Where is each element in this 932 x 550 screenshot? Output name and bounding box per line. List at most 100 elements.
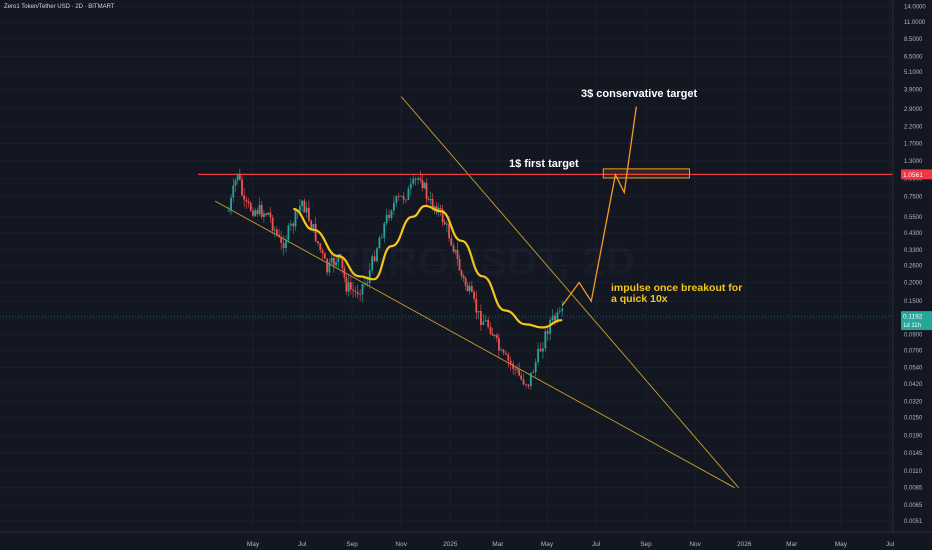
candle-body xyxy=(356,291,359,295)
resistance-price-label-bg xyxy=(901,169,932,180)
candle-body xyxy=(265,213,268,215)
candle-body xyxy=(241,179,243,196)
candle-body xyxy=(551,315,554,321)
candle-body xyxy=(238,173,241,180)
trendlines xyxy=(198,96,893,489)
candle-body xyxy=(498,338,500,351)
candle-body xyxy=(354,290,357,292)
candle-body xyxy=(421,180,424,189)
y-tick-label: 14.0000 xyxy=(904,4,926,10)
candle-body xyxy=(292,223,295,227)
annotation-impulse-line1: impulse once breakout for xyxy=(611,282,742,294)
candle-body xyxy=(332,257,335,266)
candle-body xyxy=(509,360,512,364)
x-tick-label: Mar xyxy=(786,541,798,548)
candle-body xyxy=(439,207,442,210)
annotation-first-target: 1$ first target xyxy=(509,158,579,170)
y-tick-label: 0.2600 xyxy=(904,263,923,269)
candle-body xyxy=(400,195,403,197)
y-tick-label: 0.3300 xyxy=(904,248,923,254)
candle-body xyxy=(470,286,473,292)
candle-body xyxy=(314,223,317,242)
candle-body xyxy=(450,238,453,246)
candle-body xyxy=(549,320,552,334)
candle-body xyxy=(520,375,523,380)
candle-body xyxy=(482,321,485,325)
candle-body xyxy=(433,206,436,209)
candle-body xyxy=(247,201,250,204)
candle-body xyxy=(385,214,388,224)
candle-body xyxy=(380,237,383,239)
candle-body xyxy=(484,320,487,322)
candle-body xyxy=(307,207,310,221)
candle-body xyxy=(388,214,390,218)
candle-body xyxy=(460,270,463,276)
candle-body xyxy=(319,243,322,251)
candle-body xyxy=(364,282,366,284)
y-tick-label: 0.9900 xyxy=(904,177,923,183)
candle-body xyxy=(236,173,239,181)
y-tick-label: 1.7000 xyxy=(904,141,923,147)
candle-body xyxy=(335,262,338,266)
candle-body xyxy=(373,256,376,262)
candle-body xyxy=(326,258,328,273)
candle-body xyxy=(556,312,559,321)
y-tick-label: 1.3000 xyxy=(904,159,923,165)
candle-body xyxy=(280,236,283,243)
candle-body xyxy=(285,240,287,249)
candle-body xyxy=(409,183,412,189)
candle-body xyxy=(507,354,510,361)
candle-body xyxy=(376,248,378,262)
price-axis[interactable]: 14.0000 11.0000 8.5000 6.5000 5.1000 3.9000 2.… xyxy=(892,0,932,533)
x-tick-label: Jul xyxy=(886,541,895,548)
candle-body xyxy=(464,277,467,286)
current-price-label-bg xyxy=(901,311,932,331)
x-tick-label: Nov xyxy=(395,541,407,548)
y-tick-label: 3.9000 xyxy=(904,88,923,94)
candle-body xyxy=(537,348,539,363)
x-tick-label: Mar xyxy=(492,541,504,548)
y-tick-label: 8.5000 xyxy=(904,37,923,43)
candle-body xyxy=(527,384,530,386)
symbol-title[interactable]: Zero1 Token/Tether USD · 2D · BITMART xyxy=(4,4,115,10)
candle-body xyxy=(544,331,547,349)
candle-body xyxy=(441,209,444,223)
candle-body xyxy=(431,198,434,209)
candle-body xyxy=(468,286,471,292)
candle-body xyxy=(395,196,398,203)
candle-body xyxy=(393,202,395,211)
candle-body xyxy=(310,220,313,229)
candle-body xyxy=(317,241,319,244)
candle-body xyxy=(371,256,374,271)
candle-body xyxy=(514,368,517,370)
candle-body xyxy=(558,311,561,313)
y-tick-label: 6.5000 xyxy=(904,54,923,60)
y-tick-label: 0.2000 xyxy=(904,280,923,286)
candle-body xyxy=(345,277,348,292)
candle-body xyxy=(534,362,537,373)
y-tick-label: 0.0700 xyxy=(904,349,923,355)
annotation-impulse-line2: a quick 10x xyxy=(611,293,668,305)
candle-body xyxy=(254,210,257,216)
candle-body xyxy=(489,326,492,334)
candle-body xyxy=(269,212,272,218)
y-tick-label: 0.4300 xyxy=(904,231,923,237)
y-tick-label: 0.0250 xyxy=(904,416,923,422)
y-tick-label: 0.0320 xyxy=(904,400,923,406)
candle-body xyxy=(429,198,432,200)
candle-body xyxy=(323,253,326,259)
y-tick-label: 5.1000 xyxy=(904,70,923,76)
candle-body xyxy=(343,268,346,278)
x-tick-label: 2026 xyxy=(737,541,752,548)
candle-body xyxy=(412,178,415,184)
candle-body xyxy=(502,349,505,353)
candle-body xyxy=(366,282,369,284)
x-tick-label: May xyxy=(247,541,260,548)
time-axis[interactable]: May Jul Sep Nov 2025 Mar May Jul Sep Nov 2026 Mar Ma… xyxy=(0,531,932,548)
candle-body xyxy=(347,282,350,292)
annotations: 3$ conservative target 1$ first target imp… xyxy=(509,88,742,305)
wedge-trendline xyxy=(214,200,735,489)
current-price-label: 0.1192 xyxy=(903,314,923,321)
